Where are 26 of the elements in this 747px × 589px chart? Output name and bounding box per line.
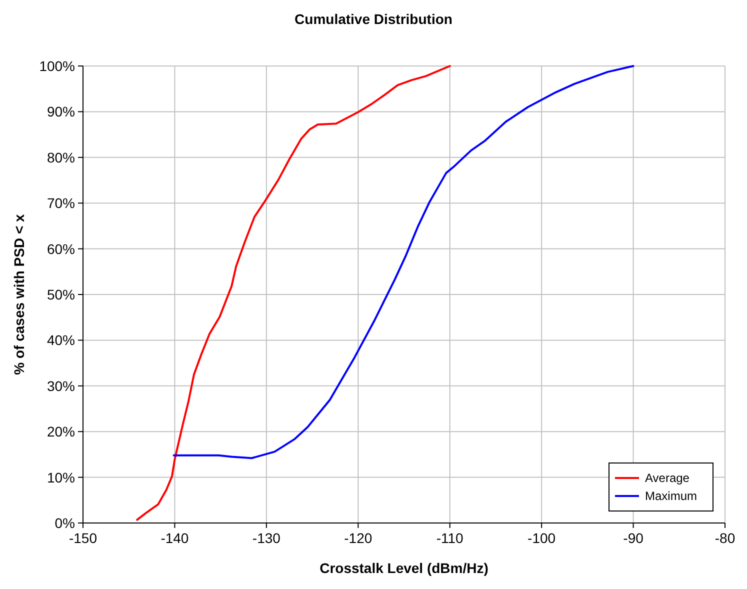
y-tick-label: 70% — [46, 195, 75, 212]
y-tick-label: 80% — [46, 149, 75, 166]
line-series — [136, 65, 451, 521]
legend-label: Maximum — [645, 489, 698, 503]
y-tick-label: 60% — [46, 240, 75, 257]
y-tick-label: 10% — [46, 469, 75, 486]
x-tick-label: -110 — [436, 530, 464, 546]
y-tick-label: 30% — [46, 378, 75, 394]
x-tick-label: -100 — [528, 530, 556, 546]
x-tick-label: -90 — [623, 530, 644, 546]
x-axis-title: Crosstalk Level (dBm/Hz) — [320, 560, 488, 576]
x-tick-label: -80 — [714, 530, 736, 546]
y-tick-label: 40% — [46, 332, 75, 348]
x-tick-label: -150 — [68, 530, 98, 546]
x-tick-label: -140 — [160, 530, 189, 546]
y-tick-label: 20% — [46, 424, 75, 440]
y-tick-label: 0% — [54, 515, 75, 531]
y-axis-title: % of cases with PSD < x — [11, 214, 27, 375]
y-tick-label: 100% — [39, 58, 75, 74]
legend-label: Average — [645, 471, 690, 485]
y-tick-label: 90% — [46, 104, 75, 120]
x-tick-label: -130 — [252, 530, 281, 546]
line-series — [172, 65, 634, 460]
chart-title: Cumulative Distribution — [294, 11, 452, 27]
y-tick-label: 50% — [46, 286, 75, 302]
x-tick-label: -120 — [344, 530, 372, 546]
